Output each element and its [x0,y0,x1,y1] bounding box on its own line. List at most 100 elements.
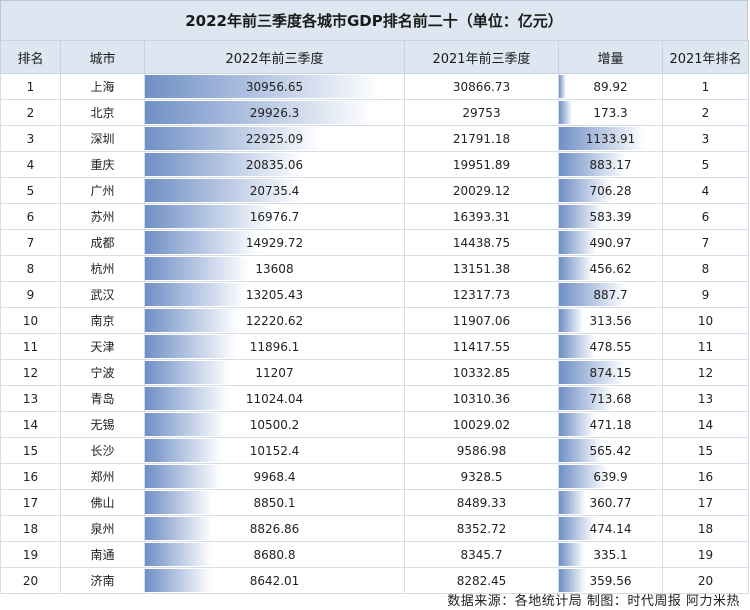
increment-bar [559,75,566,98]
table-row: 19 南通 8680.8 8345.7 335.1 19 [0,541,749,568]
header-gdp-2021: 2021年前三季度 [404,40,559,74]
rank-cell: 5 [0,177,61,204]
gdp-2022-value: 16976.7 [249,209,300,224]
table-row: 20 济南 8642.01 8282.45 359.56 20 [0,567,749,594]
rank-cell: 19 [0,541,61,568]
table-row: 2 北京 29926.3 29753 173.3 2 [0,99,749,126]
increment-bar [559,361,625,384]
rank-cell: 14 [0,411,61,438]
header-increment: 增量 [558,40,663,74]
city-cell: 泉州 [60,515,145,542]
rank-2021-cell: 8 [662,255,749,282]
rank-2021-cell: 14 [662,411,749,438]
city-cell: 济南 [60,567,145,594]
rank-cell: 9 [0,281,61,308]
rank-cell: 7 [0,229,61,256]
increment-bar [559,413,595,436]
increment-bar [559,153,626,176]
gdp-2022-value: 13608 [255,261,294,276]
gdp-2022-value: 8642.01 [249,573,300,588]
increment-value: 706.28 [589,183,632,198]
rank-2021-cell: 2 [662,99,749,126]
increment-bar [559,569,587,592]
gdp-2022-cell: 8642.01 [144,567,405,594]
rank-cell: 17 [0,489,61,516]
city-cell: 天津 [60,333,145,360]
city-cell: 郑州 [60,463,145,490]
city-cell: 广州 [60,177,145,204]
gdp-2021-cell: 29753 [404,99,559,126]
gdp-2022-cell: 10152.4 [144,437,405,464]
increment-cell: 706.28 [558,177,663,204]
city-cell: 无锡 [60,411,145,438]
city-cell: 佛山 [60,489,145,516]
table-row: 5 广州 20735.4 20029.12 706.28 4 [0,177,749,204]
gdp-2022-cell: 8826.86 [144,515,405,542]
gdp-2021-cell: 10029.02 [404,411,559,438]
header-city: 城市 [60,40,145,74]
increment-value: 359.56 [589,573,632,588]
table-row: 12 宁波 11207 10332.85 874.15 12 [0,359,749,386]
gdp-2022-value: 30956.65 [245,79,304,94]
gdp-2022-cell: 13205.43 [144,281,405,308]
rank-2021-cell: 19 [662,541,749,568]
increment-value: 883.17 [589,157,632,172]
table-row: 1 上海 30956.65 30866.73 89.92 1 [0,73,749,100]
increment-cell: 360.77 [558,489,663,516]
increment-cell: 313.56 [558,307,663,334]
rank-cell: 6 [0,203,61,230]
rank-cell: 3 [0,125,61,152]
gdp-2022-value: 22925.09 [245,131,304,146]
gdp-2022-value: 10152.4 [249,443,300,458]
rank-cell: 1 [0,73,61,100]
header-rank-2021: 2021年排名 [662,40,749,74]
gdp-2021-cell: 30866.73 [404,73,559,100]
gdp-2022-bar [145,127,320,150]
gdp-2022-cell: 8850.1 [144,489,405,516]
increment-bar [559,101,573,124]
gdp-2022-bar [145,283,246,306]
gdp-2022-value: 20735.4 [249,183,300,198]
gdp-2022-bar [145,205,275,228]
gdp-2022-cell: 14929.72 [144,229,405,256]
gdp-2021-cell: 12317.73 [404,281,559,308]
rank-cell: 18 [0,515,61,542]
increment-bar [559,283,626,306]
table-row: 9 武汉 13205.43 12317.73 887.7 9 [0,281,749,308]
gdp-2021-cell: 14438.75 [404,229,559,256]
increment-bar [559,491,587,514]
table-row: 14 无锡 10500.2 10029.02 471.18 14 [0,411,749,438]
increment-value: 490.97 [589,235,632,250]
rank-2021-cell: 11 [662,333,749,360]
increment-cell: 478.55 [558,333,663,360]
rank-2021-cell: 13 [662,385,749,412]
increment-bar [559,543,585,566]
gdp-2021-cell: 8345.7 [404,541,559,568]
gdp-2022-value: 11207 [255,365,294,380]
increment-value: 713.68 [589,391,632,406]
city-cell: 南京 [60,307,145,334]
increment-value: 456.62 [589,261,632,276]
gdp-2022-bar [145,309,239,332]
rank-2021-cell: 5 [662,151,749,178]
gdp-2022-cell: 22925.09 [144,125,405,152]
city-cell: 宁波 [60,359,145,386]
gdp-2022-cell: 8680.8 [144,541,405,568]
increment-cell: 490.97 [558,229,663,256]
rank-2021-cell: 16 [662,463,749,490]
increment-bar [559,231,597,254]
gdp-2022-value: 8850.1 [253,495,296,510]
gdp-2021-cell: 9586.98 [404,437,559,464]
rank-2021-cell: 9 [662,281,749,308]
table-row: 11 天津 11896.1 11417.55 478.55 11 [0,333,749,360]
increment-cell: 1133.91 [558,125,663,152]
increment-value: 565.42 [589,443,632,458]
header-rank: 排名 [0,40,61,74]
gdp-2021-cell: 10332.85 [404,359,559,386]
table-title: 2022年前三季度各城市GDP排名前二十（单位：亿元） [0,0,748,40]
city-cell: 深圳 [60,125,145,152]
gdp-2022-value: 8826.86 [249,521,300,536]
increment-bar [559,465,608,488]
increment-bar [559,387,613,410]
